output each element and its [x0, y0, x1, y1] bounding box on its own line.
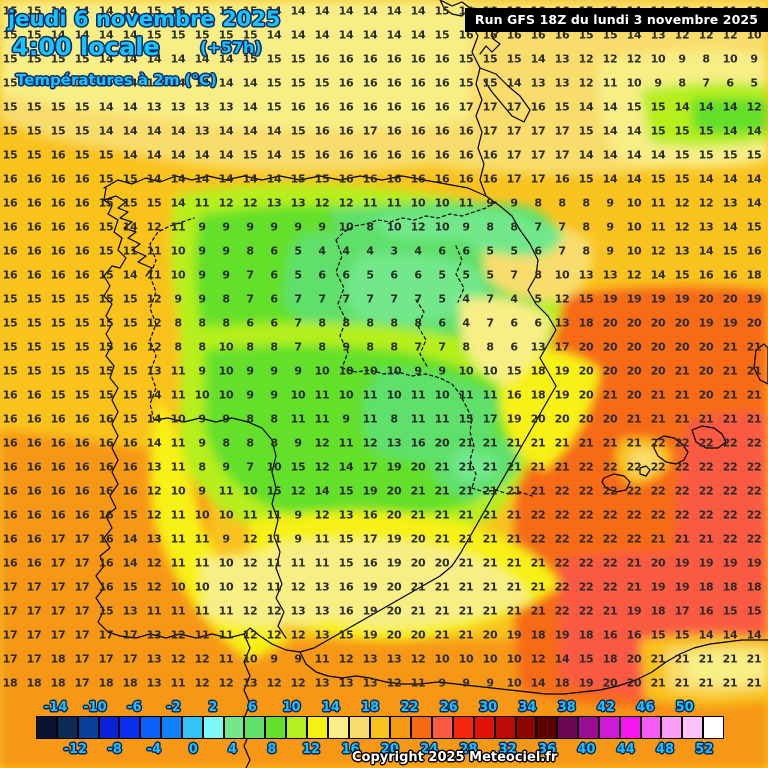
legend-swatch[interactable]	[411, 716, 433, 739]
legend-swatch[interactable]	[307, 716, 328, 739]
legend-swatch[interactable]	[578, 716, 599, 739]
legend-swatch[interactable]	[432, 716, 453, 739]
legend-tick-label: 20	[380, 742, 399, 757]
color-scale-legend[interactable]	[36, 716, 724, 739]
legend-swatch[interactable]	[640, 716, 662, 739]
forecast-time-label: 4:00 locale	[12, 33, 160, 61]
legend-tick-label: 6	[247, 700, 257, 715]
legend-tick-label: 44	[616, 742, 635, 757]
legend-tick-label: 32	[498, 742, 517, 757]
legend-tick-label: 24	[420, 742, 439, 757]
legend-swatch[interactable]	[703, 716, 724, 739]
legend-swatch[interactable]	[56, 716, 78, 739]
legend-tick-label: 50	[675, 700, 694, 715]
legend-swatch[interactable]	[598, 716, 620, 739]
legend-swatch[interactable]	[390, 716, 412, 739]
legend-tick-label: 22	[400, 700, 419, 715]
legend-tick-label: 12	[302, 742, 321, 757]
parameter-label: Températures à 2m (°C)	[16, 71, 217, 89]
copyright-label: Copyright 2025 Meteociel.fr	[352, 750, 558, 765]
legend-swatch[interactable]	[265, 716, 287, 739]
legend-tick-label: 30	[479, 700, 498, 715]
legend-swatch[interactable]	[98, 716, 120, 739]
legend-swatch[interactable]	[223, 716, 245, 739]
legend-swatch[interactable]	[286, 716, 308, 739]
legend-tick-label: 34	[518, 700, 537, 715]
legend-tick-label: 28	[459, 742, 478, 757]
legend-tick-label: -4	[146, 742, 162, 757]
legend-swatch[interactable]	[452, 716, 474, 739]
legend-swatch[interactable]	[181, 716, 203, 739]
legend-swatch[interactable]	[619, 716, 641, 739]
legend-swatch[interactable]	[369, 716, 391, 739]
legend-tick-label: 46	[636, 700, 655, 715]
legend-swatch[interactable]	[682, 716, 704, 739]
legend-swatch[interactable]	[140, 716, 162, 739]
legend-tick-label: -2	[166, 700, 181, 715]
legend-swatch[interactable]	[77, 716, 99, 739]
legend-swatch[interactable]	[494, 716, 516, 739]
legend-tick-label: 26	[439, 700, 458, 715]
legend-swatch[interactable]	[661, 716, 683, 739]
legend-swatch[interactable]	[244, 716, 266, 739]
legend-swatch[interactable]	[557, 716, 579, 739]
legend-tick-label: 18	[361, 700, 380, 715]
legend-swatch[interactable]	[536, 716, 558, 739]
legend-tick-label: 48	[655, 742, 675, 757]
legend-tick-label: 4	[228, 742, 238, 757]
legend-swatch[interactable]	[473, 716, 495, 739]
legend-swatch[interactable]	[348, 716, 370, 739]
legend-tick-label: -10	[83, 700, 107, 715]
legend-swatch[interactable]	[119, 716, 141, 739]
legend-swatch[interactable]	[161, 716, 182, 739]
legend-tick-label: 16	[341, 742, 360, 757]
legend-tick-label: 10	[282, 700, 301, 715]
legend-tick-label: 38	[557, 700, 576, 715]
forecast-date-label: jeudi 6 novembre 2025	[8, 7, 281, 31]
model-run-banner: Run GFS 18Z du lundi 3 novembre 2025	[464, 8, 768, 32]
legend-tick-label: 2	[208, 700, 218, 715]
legend-tick-label: 0	[188, 742, 198, 757]
legend-tick-label: 42	[597, 700, 616, 715]
legend-swatch[interactable]	[202, 716, 224, 739]
legend-tick-label: 14	[321, 700, 340, 715]
legend-swatch[interactable]	[36, 716, 57, 739]
legend-swatch[interactable]	[515, 716, 537, 739]
forecast-lead-time-label: (+57h)	[200, 38, 262, 57]
legend-swatch[interactable]	[327, 716, 349, 739]
legend-tick-label: 40	[577, 742, 596, 757]
legend-tick-label: 8	[267, 742, 277, 757]
legend-tick-label: 52	[695, 742, 714, 757]
legend-tick-label: -8	[107, 742, 122, 757]
legend-tick-label: -14	[43, 700, 68, 715]
legend-tick-label: -12	[63, 742, 88, 757]
legend-tick-label: 36	[538, 742, 557, 757]
legend-tick-label: -6	[127, 700, 142, 715]
